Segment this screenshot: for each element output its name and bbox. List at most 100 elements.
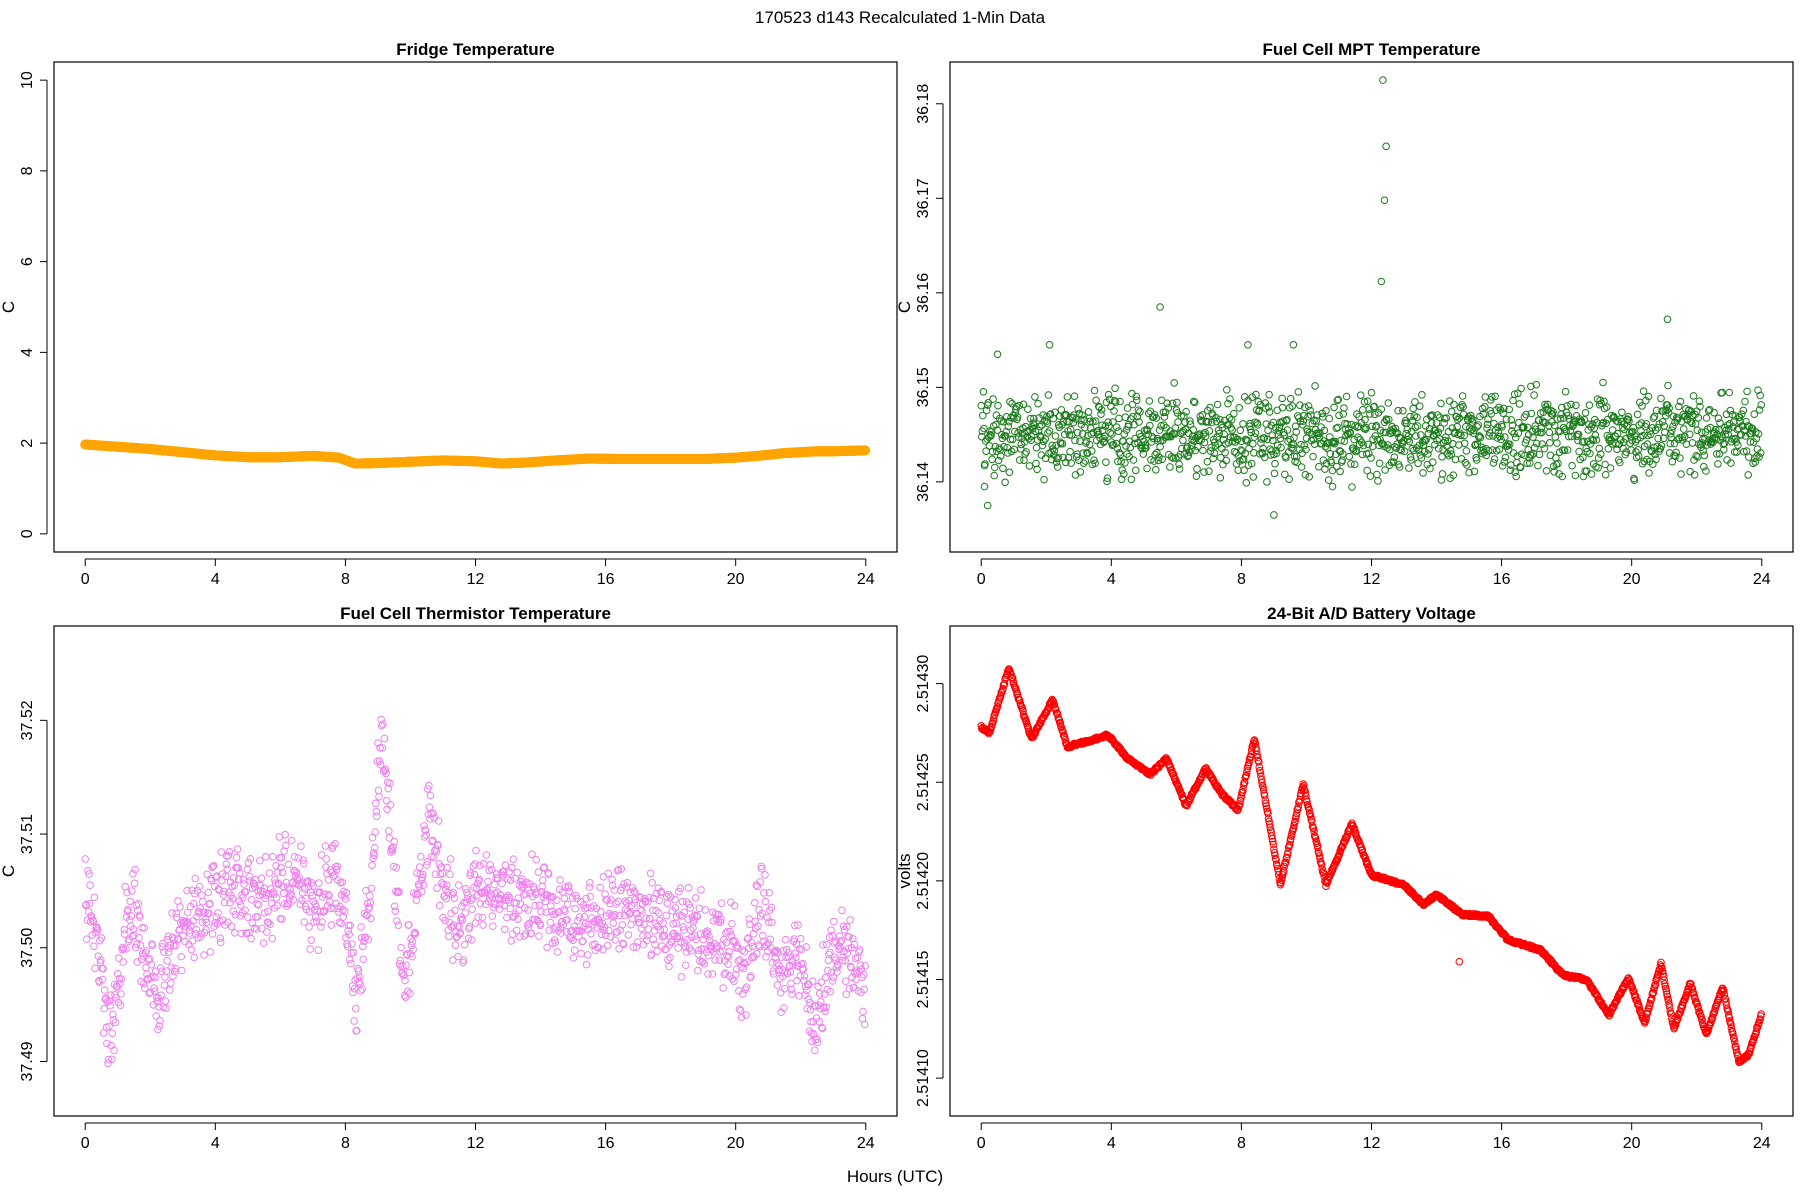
- data-point: [134, 900, 143, 908]
- data-point: [717, 899, 726, 908]
- data-point: [1490, 419, 1498, 428]
- data-point: [368, 861, 376, 870]
- data-point: [708, 970, 717, 978]
- data-point: [90, 942, 98, 951]
- data-point: [1216, 474, 1225, 482]
- data-point: [322, 855, 331, 863]
- data-point: [1373, 470, 1381, 479]
- data-point: [1156, 442, 1164, 451]
- data-point: [191, 874, 200, 883]
- data-point: [167, 979, 175, 988]
- x-tick-label: 16: [1493, 1135, 1511, 1152]
- data-point: [1437, 399, 1445, 408]
- data-point: [397, 943, 406, 952]
- data-point: [231, 929, 239, 937]
- data-point: [297, 842, 305, 851]
- y-tick-label: 36.14: [915, 462, 932, 502]
- data-point: [1236, 426, 1245, 435]
- x-axis: 0 4 8 12 16 20 24: [977, 558, 1771, 588]
- x-axis: 0 4 8 12 16 20 24: [81, 558, 875, 588]
- data-point: [1070, 392, 1079, 401]
- data-point: [1530, 391, 1538, 399]
- data-point: [1143, 464, 1151, 473]
- data-point: [161, 997, 170, 1005]
- data-point: [214, 909, 222, 917]
- data-point: [269, 852, 277, 861]
- data-point: [1110, 407, 1118, 415]
- data-point: [830, 917, 838, 926]
- data-point: [263, 928, 271, 936]
- x-tick-label: 20: [1623, 1135, 1641, 1152]
- data-point: [1639, 387, 1648, 396]
- data-point: [691, 894, 700, 902]
- data-point: [520, 932, 529, 940]
- data-point: [665, 962, 673, 971]
- data-point: [1384, 399, 1393, 407]
- data-point: [1037, 451, 1046, 459]
- data-point: [761, 871, 769, 879]
- data-point: [1561, 387, 1570, 396]
- x-tick-label: 16: [597, 1135, 615, 1152]
- data-point: [1108, 430, 1116, 438]
- data-point: [227, 922, 236, 931]
- y-tick-label: 2: [19, 439, 36, 448]
- data-point: [345, 955, 354, 964]
- data-point: [1669, 422, 1677, 431]
- data-point: [337, 919, 345, 928]
- x-tick-label: 8: [1237, 1135, 1246, 1152]
- y-tick-label: 10: [19, 71, 36, 89]
- data-point: [490, 880, 499, 889]
- data-point-outlier: [1380, 196, 1389, 204]
- figure-title: 170523 d143 Recalculated 1-Min Data: [755, 8, 1046, 27]
- data-point: [211, 882, 219, 891]
- data-point: [284, 860, 293, 869]
- data-point: [420, 833, 429, 841]
- data-point: [1170, 379, 1178, 387]
- data-point: [374, 786, 383, 795]
- data-point: [570, 946, 579, 955]
- data-point: [1152, 466, 1160, 474]
- y-tick-label: 37.49: [19, 1041, 36, 1081]
- data-point: [1328, 466, 1337, 475]
- data-point: [674, 944, 683, 952]
- data-point: [1116, 450, 1125, 459]
- data-point: [81, 855, 89, 863]
- data-point: [115, 954, 123, 962]
- y-tick-label: 37.52: [19, 700, 36, 740]
- data-point: [1235, 404, 1243, 412]
- data-point: [836, 932, 844, 940]
- data-point: [256, 856, 264, 865]
- data-point: [1439, 446, 1447, 454]
- data-point: [1741, 397, 1749, 406]
- y-tick-label: 0: [19, 529, 36, 538]
- data-point: [1309, 452, 1317, 461]
- data-point: [1700, 451, 1709, 460]
- data-point: [472, 846, 480, 855]
- data-point: [243, 865, 252, 874]
- data-point: [989, 395, 997, 403]
- x-tick-label: 0: [81, 1135, 90, 1152]
- data-point: [1498, 462, 1507, 470]
- data-point: [1192, 472, 1201, 481]
- data-point: [748, 942, 757, 951]
- data-point: [1501, 453, 1510, 462]
- data-point: [247, 934, 255, 943]
- x-tick-label: 24: [857, 1135, 875, 1152]
- data-point: [321, 842, 330, 850]
- data-point: [357, 923, 365, 931]
- x-tick-label: 0: [977, 1135, 986, 1152]
- data-point: [1251, 429, 1260, 438]
- data-point: [1076, 468, 1085, 476]
- x-tick-label: 24: [1753, 571, 1771, 588]
- data-point: [1474, 421, 1483, 429]
- data-point: [761, 897, 770, 906]
- data-point: [693, 966, 702, 975]
- data-point: [1330, 403, 1338, 412]
- data-point: [1601, 470, 1610, 479]
- data-point: [1682, 440, 1691, 449]
- data-point: [1230, 409, 1238, 418]
- data-point: [1127, 475, 1136, 484]
- data-point: [1599, 378, 1607, 387]
